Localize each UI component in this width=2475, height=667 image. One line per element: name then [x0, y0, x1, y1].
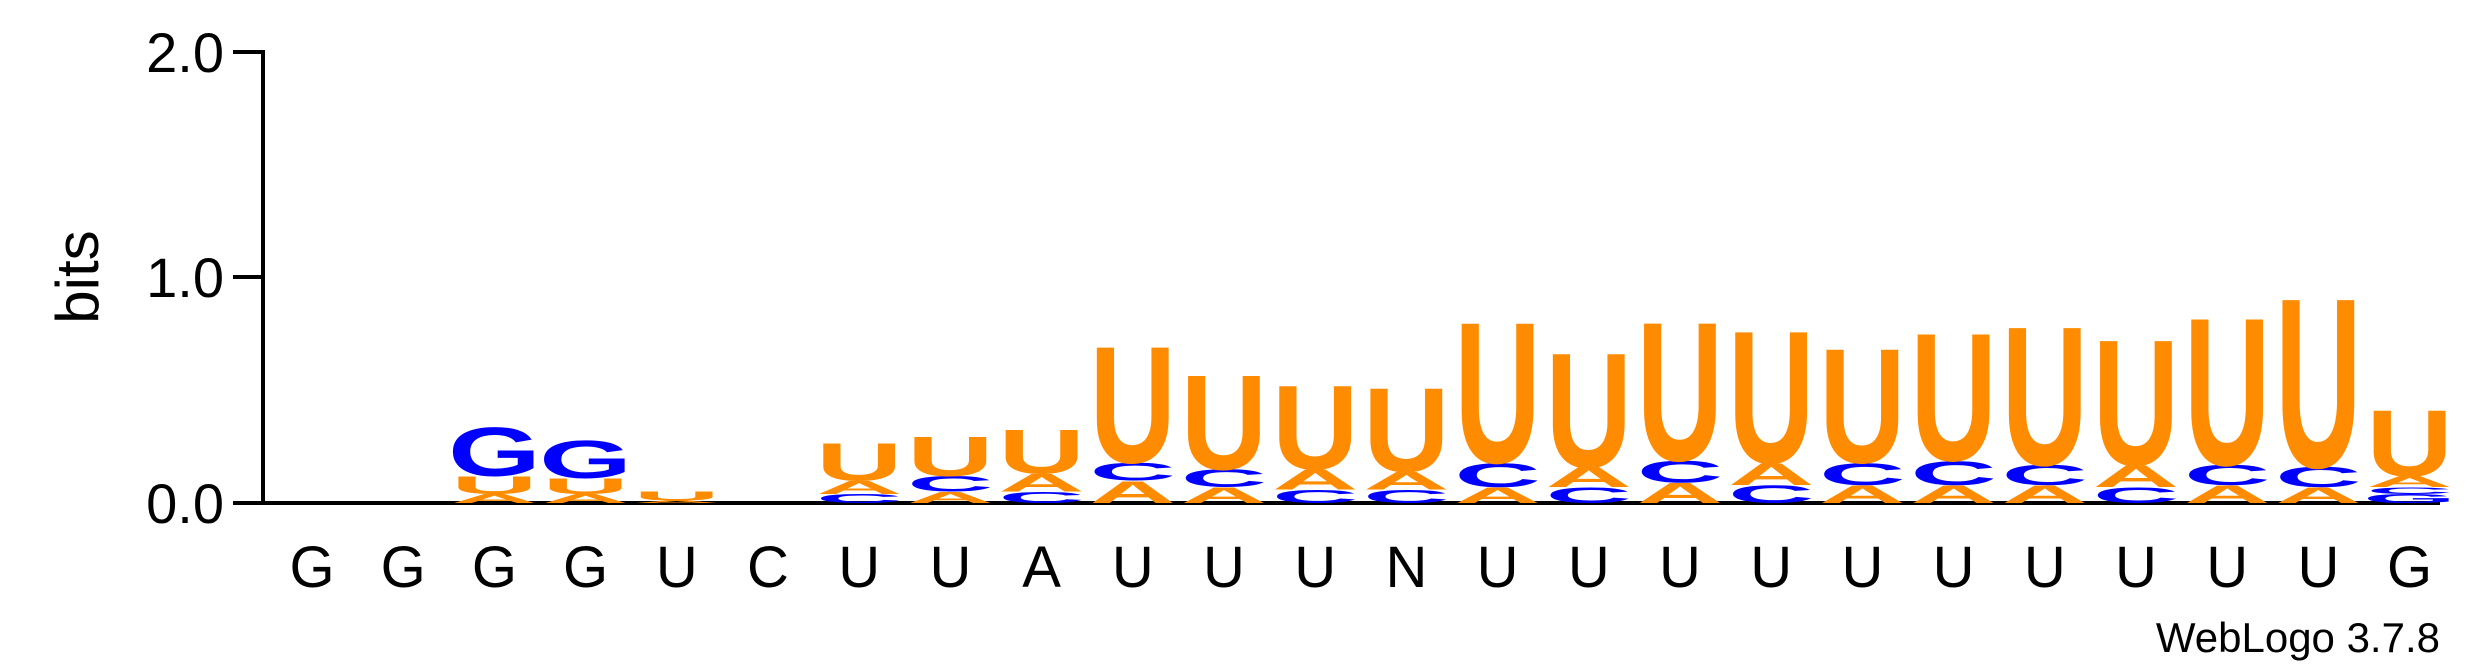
x-tick-label: G	[563, 535, 608, 600]
logo-letter-A: A	[1819, 481, 1905, 509]
logo-letter-C: C	[1728, 481, 1814, 509]
logo-letter-U: U	[2093, 303, 2179, 503]
logo-letter-C: C	[2093, 483, 2179, 508]
logo-letter-U: U	[634, 489, 720, 503]
logo-letter-U: U	[2366, 391, 2452, 496]
logo-letter-A: A	[634, 500, 720, 504]
x-tick-label: U	[2206, 535, 2248, 600]
logo-letter-C: C	[2366, 485, 2452, 496]
logo-letter-U: U	[1181, 347, 1267, 499]
logo-letter-A: A	[1363, 467, 1449, 495]
x-tick-label: N	[1385, 535, 1427, 600]
logo-letter-A: A	[816, 477, 902, 498]
logo-letter-C: C	[2275, 462, 2361, 494]
weblogo-credit: WebLogo 3.7.8	[2156, 614, 2440, 661]
x-tick-label: G	[289, 535, 334, 600]
logo-letter-A: A	[542, 492, 628, 506]
x-tick-label: U	[1477, 535, 1519, 600]
logo-letter-C: C	[1363, 486, 1449, 507]
logo-letter-A: A	[2184, 481, 2270, 509]
logo-letter-U: U	[1728, 293, 1814, 503]
logo-letter-C: C	[1090, 458, 1176, 486]
x-tick-label: U	[2297, 535, 2339, 600]
x-tick-label: G	[472, 535, 517, 600]
logo-letter-U: U	[542, 474, 628, 499]
logo-letter-C: C	[1272, 486, 1358, 507]
logo-letter-U: U	[2002, 285, 2088, 507]
logo-letter-U: U	[451, 472, 537, 500]
logo-letter-U: U	[1363, 364, 1449, 497]
logo-letter-U: U	[1910, 294, 1996, 499]
x-tick-label: G	[381, 535, 426, 600]
logo-letter-U: U	[1272, 362, 1358, 495]
x-tick-label: U	[1841, 535, 1883, 600]
x-tick-label: U	[656, 535, 698, 600]
logo-letter-C: C	[2184, 459, 2270, 491]
logo-letter-A: A	[1637, 478, 1723, 510]
logo-letter-U: U	[1637, 281, 1723, 503]
logo-letter-U: U	[1454, 281, 1540, 506]
logo-letter-U: U	[1546, 320, 1632, 503]
logo-letter-A: A	[2093, 459, 2179, 494]
logo-letter-U: U	[2275, 247, 2361, 518]
logo-letter-C: C	[1637, 454, 1723, 489]
logo-letter-C: C	[2002, 459, 2088, 491]
y-axis: 0.0 1.0 2.0 bits	[44, 21, 265, 535]
logo-letter-A: A	[2366, 473, 2452, 491]
x-tick-label: U	[1112, 535, 1154, 600]
x-tick-label: U	[2024, 535, 2066, 600]
x-tick-label: U	[1568, 535, 1610, 600]
logo-letter-A: A	[1181, 483, 1267, 508]
logo-letter-G: G	[448, 413, 541, 490]
logo-letter-U: U	[2184, 275, 2270, 510]
x-tick-label: U	[2115, 535, 2157, 600]
logo-letter-C: C	[816, 492, 902, 506]
x-tick-label: G	[2387, 535, 2432, 600]
x-tick-label: U	[1659, 535, 1701, 600]
logo-letter-C: C	[1181, 465, 1267, 493]
logo-letter-A: A	[998, 469, 1084, 497]
logo-letter-G: G	[539, 430, 632, 490]
logo-letter-C: C	[1910, 453, 1996, 492]
x-tick-label: U	[929, 535, 971, 600]
logo-letter-C: C	[998, 489, 1084, 507]
y-tick-label-1: 1.0	[146, 246, 224, 309]
logo-letter-A: A	[1546, 462, 1632, 494]
y-axis-label: bits	[44, 230, 111, 323]
x-tick-label: U	[1750, 535, 1792, 600]
logo-letter-U: U	[907, 424, 993, 488]
y-tick-label-0: 0.0	[146, 472, 224, 535]
logo-letter-A: A	[1272, 464, 1358, 496]
logo-letter-A: A	[1090, 475, 1176, 510]
x-tick-label: U	[1933, 535, 1975, 600]
logo-letter-U: U	[1090, 312, 1176, 498]
logo-letter-C: C	[1819, 456, 1905, 491]
x-tick-label: A	[1022, 535, 1061, 600]
logo-letter-A: A	[1728, 456, 1814, 491]
logo-letter-A: A	[2002, 481, 2088, 509]
logo-letter-U: U	[816, 432, 902, 492]
logo-letter-C: C	[1454, 456, 1540, 495]
x-tick-label: U	[838, 535, 880, 600]
logo-letter-A: A	[451, 492, 537, 506]
logo-letter-U: U	[998, 418, 1084, 488]
logo-letter-G: G	[2363, 492, 2456, 506]
logo-letter-C: C	[907, 472, 993, 497]
x-tick-label: U	[1294, 535, 1336, 600]
y-tick-label-2: 2.0	[146, 21, 224, 84]
logo-letter-A: A	[2275, 483, 2361, 508]
logo-letter-U: U	[1819, 315, 1905, 498]
logo-letter-A: A	[907, 489, 993, 507]
logo-letter-A: A	[1454, 483, 1540, 508]
logo-letter-C: C	[1546, 483, 1632, 508]
x-tick-label: C	[747, 535, 789, 600]
x-tick-label: U	[1203, 535, 1245, 600]
logo-letter-A: A	[1910, 481, 1996, 509]
